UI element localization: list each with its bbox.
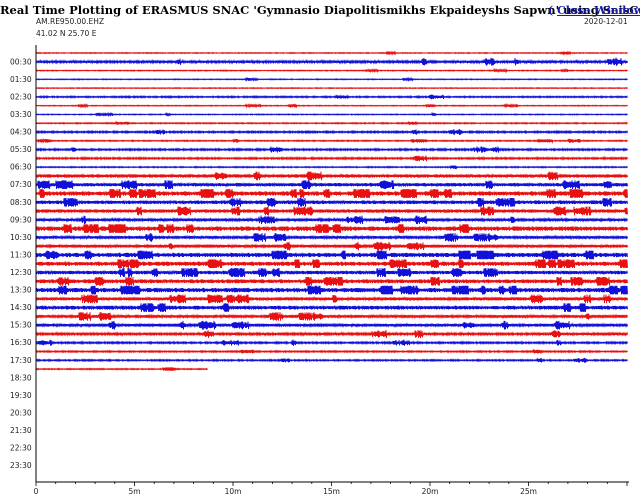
- seismogram-trace: [35, 276, 628, 286]
- time-label: 03:30: [10, 110, 32, 119]
- time-label: 17:30: [10, 356, 32, 365]
- seismogram-traces: [35, 50, 628, 372]
- time-label: 21:30: [10, 426, 32, 435]
- time-labels: 00:30 01:30 02:30 03:30 04:30 05:30 06:30 07:30…: [10, 57, 32, 470]
- seismogram-trace: [35, 250, 628, 260]
- seismogram-trace: [35, 215, 628, 225]
- seismogram-trace: [35, 285, 628, 295]
- seismogram-trace: [35, 120, 628, 126]
- seismogram-trace: [35, 111, 628, 118]
- time-label: 08:30: [10, 198, 32, 207]
- seismogram-trace: [35, 76, 628, 83]
- seismogram-trace: [35, 189, 628, 198]
- seismogram-trace: [35, 146, 628, 153]
- time-label: 10:30: [10, 233, 32, 242]
- page-title: Real Time Plotting of ERASMUS SNAC 'Gymn…: [0, 3, 640, 17]
- seismogram-trace: [35, 241, 628, 251]
- seismogram-trace: [35, 57, 628, 66]
- close-window-label[interactable]: Close Window: [557, 4, 640, 17]
- time-label: 20:30: [10, 409, 32, 418]
- seismogram-trace: [35, 171, 628, 181]
- seismogram-trace: [35, 138, 628, 144]
- time-label: 15:30: [10, 321, 32, 330]
- x-tick-label: 5m: [128, 487, 140, 496]
- time-label: 09:30: [10, 215, 32, 224]
- seismogram-trace: [35, 366, 208, 372]
- seismogram-trace: [35, 67, 628, 74]
- time-label: 18:30: [10, 373, 32, 382]
- seismogram-trace: [35, 329, 628, 339]
- time-label: 13:30: [10, 286, 32, 295]
- station-id: AM.RE950.00.EHZ: [36, 17, 105, 26]
- time-label: 14:30: [10, 303, 32, 312]
- time-axis: 0 5m 10m 15m 20m 25m: [34, 45, 629, 496]
- time-label: 23:30: [10, 461, 32, 470]
- seismogram-trace: [35, 224, 628, 233]
- seismogram-trace: [35, 102, 628, 109]
- time-label: 19:30: [10, 391, 32, 400]
- time-label: 12:30: [10, 268, 32, 277]
- time-label: 01:30: [10, 75, 32, 84]
- seismogram-trace: [35, 50, 628, 56]
- station-coordinates: 41.02 N 25.70 E: [36, 29, 97, 38]
- seismogram-trace: [35, 294, 628, 304]
- x-tick-label: 15m: [323, 487, 340, 496]
- time-label: 22:30: [10, 444, 32, 453]
- time-label: 05:30: [10, 145, 32, 154]
- seismogram-trace: [35, 129, 628, 135]
- seismogram-trace: [35, 312, 628, 321]
- time-label: 11:30: [10, 250, 32, 259]
- x-tick-label: 10m: [225, 487, 242, 496]
- time-label: 04:30: [10, 128, 32, 137]
- seismogram-trace: [35, 94, 628, 100]
- seismogram-trace: [35, 86, 628, 90]
- x-tick-label: 25m: [520, 487, 537, 496]
- seismogram-trace: [35, 357, 628, 363]
- seismogram-trace: [35, 348, 628, 355]
- time-label: 16:30: [10, 338, 32, 347]
- seismogram-trace: [35, 155, 628, 162]
- seismogram-trace: [35, 164, 628, 170]
- time-label: 07:30: [10, 180, 32, 189]
- time-label: 02:30: [10, 92, 32, 101]
- seismogram-trace: [35, 206, 628, 216]
- close-window-link[interactable]: ( Close Window): [548, 4, 640, 17]
- seismogram-trace: [35, 197, 628, 207]
- x-tick-label: 0: [34, 487, 39, 496]
- seismogram-trace: [35, 268, 628, 277]
- x-tick-label: 20m: [422, 487, 439, 496]
- seismogram-trace: [35, 259, 628, 269]
- seismogram-trace: [35, 339, 628, 346]
- plot-date: 2020-12-01: [584, 17, 628, 26]
- time-label: 00:30: [10, 57, 32, 66]
- seismogram-trace: [35, 233, 628, 242]
- time-label: 06:30: [10, 163, 32, 172]
- seismogram-trace: [35, 320, 628, 330]
- seismogram-trace: [35, 303, 628, 312]
- seismogram-trace: [35, 180, 628, 190]
